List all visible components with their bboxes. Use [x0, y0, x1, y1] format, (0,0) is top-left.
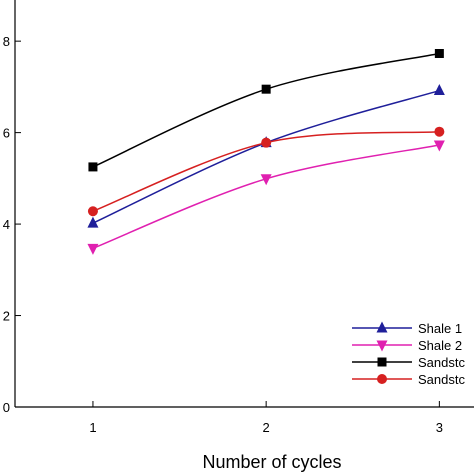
series-markers — [87, 49, 445, 255]
legend-marker — [377, 374, 387, 384]
legend: Shale 1 Shale 2 Sandstc Sandstc — [352, 321, 465, 387]
data-point — [261, 137, 272, 148]
legend-label: Sandstc — [418, 355, 465, 370]
legend-label: Sandstc — [418, 372, 465, 387]
data-point — [433, 84, 445, 96]
x-tick-label: 3 — [436, 420, 443, 435]
data-point — [434, 49, 444, 59]
data-point — [87, 243, 99, 255]
legend-marker — [376, 321, 388, 333]
data-point — [261, 84, 271, 94]
y-tick-label: 0 — [3, 400, 10, 415]
x-tick-label: 2 — [263, 420, 270, 435]
data-point — [87, 216, 99, 228]
data-point — [260, 174, 272, 186]
data-point — [434, 126, 445, 137]
legend-label: Shale 2 — [418, 338, 462, 353]
y-tick-label: 2 — [3, 309, 10, 324]
data-point — [433, 140, 445, 152]
y-tick-label: 4 — [3, 217, 10, 232]
legend-label: Shale 1 — [418, 321, 462, 336]
legend-marker — [377, 357, 387, 367]
legend-marker — [376, 340, 388, 352]
x-axis-title: Number of cycles — [202, 452, 341, 472]
plot-frame — [14, 0, 474, 408]
x-axis-ticks: 1 2 3 — [89, 401, 443, 435]
x-tick-label: 1 — [89, 420, 96, 435]
y-tick-label: 6 — [3, 126, 10, 141]
y-tick-label: 8 — [3, 34, 10, 49]
y-axis-ticks: 0 2 4 6 8 — [3, 34, 21, 415]
data-point — [88, 162, 98, 172]
data-point — [87, 206, 98, 217]
